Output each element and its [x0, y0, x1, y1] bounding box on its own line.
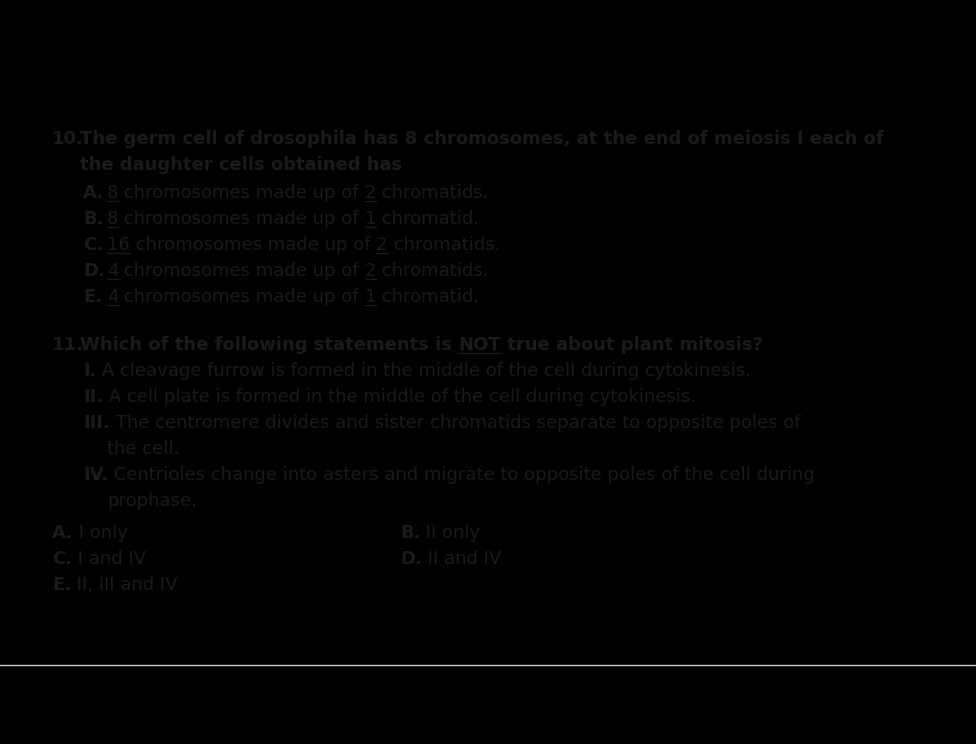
Text: D.: D.: [400, 550, 422, 568]
Text: II.: II.: [83, 388, 103, 406]
Text: chromosomes made up of: chromosomes made up of: [118, 262, 365, 280]
Text: D.: D.: [83, 262, 104, 280]
Text: II, III and IV: II, III and IV: [71, 576, 178, 594]
Text: I.: I.: [83, 362, 97, 380]
Text: B.: B.: [400, 524, 421, 542]
Text: chromosomes made up of: chromosomes made up of: [118, 210, 365, 228]
Text: 2: 2: [376, 236, 387, 254]
Text: Centrioles change into asters and migrate to opposite poles of the cell during: Centrioles change into asters and migrat…: [108, 466, 815, 484]
Text: 16: 16: [107, 236, 130, 254]
Text: C.: C.: [52, 550, 72, 568]
Text: C.: C.: [83, 236, 103, 254]
Text: 4: 4: [107, 288, 118, 306]
Text: A.: A.: [83, 184, 104, 202]
Text: prophase.: prophase.: [107, 492, 197, 510]
Text: IV.: IV.: [83, 466, 108, 484]
Text: A.: A.: [52, 524, 73, 542]
Text: chromatids.: chromatids.: [387, 236, 500, 254]
Text: 2: 2: [365, 262, 377, 280]
Text: 10.: 10.: [52, 130, 84, 148]
Text: E.: E.: [83, 288, 102, 306]
Text: chromatids.: chromatids.: [376, 184, 489, 202]
Text: II and IV: II and IV: [422, 550, 501, 568]
Text: 4: 4: [107, 262, 118, 280]
Text: II only: II only: [421, 524, 480, 542]
Text: The centromere divides and sister chromatids separate to opposite poles of: The centromere divides and sister chroma…: [109, 414, 800, 432]
Text: the cell.: the cell.: [107, 440, 180, 458]
Text: A cleavage furrow is formed in the middle of the cell during cytokinesis.: A cleavage furrow is formed in the middl…: [97, 362, 752, 380]
Text: 11.: 11.: [52, 336, 84, 354]
Text: The germ cell of drosophila has 8 chromosomes, at the end of meiosis I each of: The germ cell of drosophila has 8 chromo…: [80, 130, 883, 148]
Text: NOT: NOT: [458, 336, 501, 354]
Text: chromatids.: chromatids.: [377, 262, 489, 280]
Text: Which of the following statements is: Which of the following statements is: [80, 336, 458, 354]
Text: 1: 1: [365, 288, 376, 306]
Text: E.: E.: [52, 576, 71, 594]
Text: A cell plate is formed in the middle of the cell during cytokinesis.: A cell plate is formed in the middle of …: [103, 388, 696, 406]
Text: the daughter cells obtained has: the daughter cells obtained has: [80, 156, 402, 174]
Text: 8: 8: [107, 184, 118, 202]
Text: 2: 2: [365, 184, 376, 202]
Text: 8: 8: [107, 210, 118, 228]
Text: III.: III.: [83, 414, 109, 432]
Text: chromatid.: chromatid.: [376, 288, 479, 306]
Text: chromosomes made up of: chromosomes made up of: [130, 236, 376, 254]
Text: true about plant mitosis?: true about plant mitosis?: [501, 336, 762, 354]
Text: 1: 1: [365, 210, 376, 228]
Text: chromatid.: chromatid.: [376, 210, 479, 228]
Text: I and IV: I and IV: [72, 550, 146, 568]
Text: B.: B.: [83, 210, 103, 228]
Text: chromosomes made up of: chromosomes made up of: [118, 288, 365, 306]
Text: I only: I only: [73, 524, 128, 542]
Text: chromosomes made up of: chromosomes made up of: [118, 184, 365, 202]
